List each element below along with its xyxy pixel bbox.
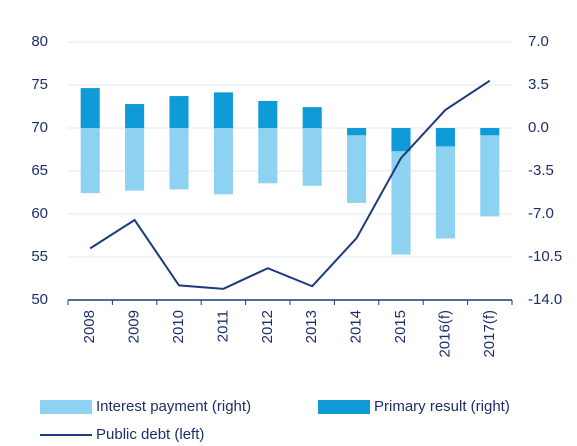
y2-tick-label: 3.5	[528, 76, 549, 93]
bar	[347, 128, 367, 136]
bar	[391, 151, 411, 255]
bar	[302, 128, 322, 186]
x-tick-label: 2010	[170, 310, 187, 343]
y2-tick-label: 0.0	[528, 119, 549, 136]
bar	[125, 104, 145, 128]
bar	[480, 128, 500, 136]
y2-tick-label: -3.5	[528, 162, 554, 179]
y-tick-label: 80	[31, 33, 48, 50]
legend-label: Interest payment (right)	[96, 398, 251, 415]
legend-swatch	[40, 400, 92, 414]
bar	[80, 128, 100, 194]
y-tick-label: 70	[31, 119, 48, 136]
legend-swatch	[318, 400, 370, 414]
x-tick-label: 2014	[348, 310, 365, 343]
bar	[435, 128, 455, 147]
y-tick-label: 55	[31, 248, 48, 265]
bar	[391, 128, 411, 152]
bar	[435, 146, 455, 239]
background	[0, 0, 577, 8]
bar	[302, 107, 322, 128]
x-tick-label: 2015	[392, 310, 409, 343]
y-tick-label: 50	[31, 291, 48, 308]
x-tick-label: 2012	[259, 310, 276, 343]
bar	[80, 88, 100, 128]
legend-label: Public debt (left)	[96, 426, 204, 443]
line	[89, 79, 491, 290]
bar	[169, 96, 189, 128]
y2-tick-label: -14.0	[528, 291, 562, 308]
x-tick-label: 2008	[81, 310, 98, 343]
bar	[213, 92, 233, 128]
bar	[169, 128, 189, 190]
x-tick-label: 2011	[214, 310, 231, 342]
bar	[480, 135, 500, 217]
y-tick-label: 60	[31, 205, 48, 222]
legend-label: Primary result (right)	[374, 398, 510, 415]
x-tick-label: 2017(f)	[481, 310, 498, 358]
y2-tick-label: -10.5	[528, 248, 562, 265]
bar	[213, 128, 233, 195]
y2-tick-label: -7.0	[528, 205, 554, 222]
y-tick-label: 65	[31, 162, 48, 179]
x-tick-label: 2009	[126, 310, 143, 343]
y-tick-label: 75	[31, 76, 48, 93]
x-tick-label: 2013	[303, 310, 320, 343]
bar	[258, 128, 278, 184]
y2-tick-label: 7.0	[528, 33, 549, 50]
bar	[347, 135, 367, 203]
bar	[258, 100, 278, 128]
x-tick-label: 2016(f)	[436, 310, 453, 358]
bar	[125, 128, 145, 191]
